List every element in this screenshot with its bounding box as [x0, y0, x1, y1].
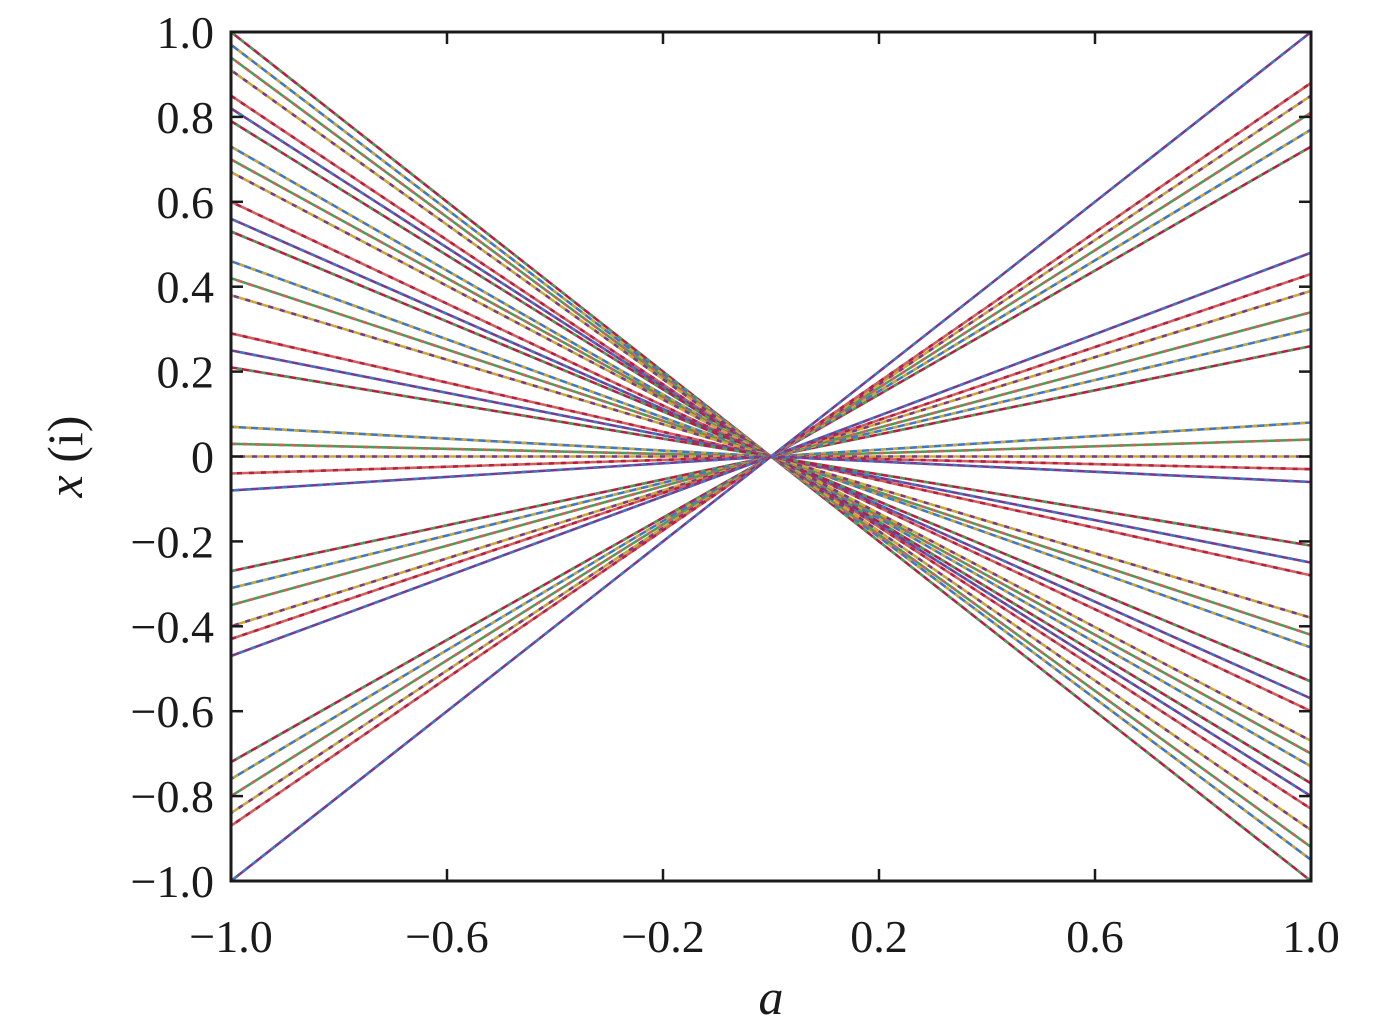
series-line [230, 421, 1312, 458]
y-tick-label: 0.8 [157, 92, 215, 143]
series-line-overlay [230, 145, 1312, 768]
y-tick-label: −0.2 [131, 516, 214, 567]
x-axis-label: a [759, 969, 784, 1025]
series-line-overlay [230, 289, 1312, 628]
y-axis-label-variable: x [37, 475, 93, 498]
series-line-overlay [230, 272, 1312, 641]
x-tick-label: 0.2 [850, 911, 908, 962]
series-line [230, 289, 1312, 628]
x-tick-label: −0.2 [621, 911, 704, 962]
series-line-overlay [230, 43, 1312, 861]
x-tick-label: 0.6 [1066, 911, 1124, 962]
series-line-overlay [230, 30, 1312, 883]
series-line-overlay [230, 56, 1312, 849]
x-tick-label: 1.0 [1282, 911, 1340, 962]
series-line [230, 259, 1312, 649]
y-tick-label: −0.6 [131, 686, 214, 737]
y-tick-label: 0.6 [157, 177, 215, 228]
y-axis-label: x (i) [37, 416, 93, 499]
series-line-overlay [230, 217, 1312, 700]
series-line-overlay [230, 455, 1312, 492]
series-line [230, 438, 1312, 458]
axis-ticks: −1.0 −0.6 −0.2 0.2 0.6 1.0 1.0 0.8 0.6 0.4 0.2 0 −0.… [131, 7, 1340, 962]
x-tick-label: −1.0 [189, 911, 272, 962]
series-line [230, 310, 1312, 607]
series-group [230, 30, 1312, 883]
series-line-overlay [230, 276, 1312, 637]
series-line-overlay [230, 327, 1312, 590]
y-tick-label: 1.0 [157, 7, 215, 58]
series-line-overlay [230, 230, 1312, 683]
y-tick-label: −0.8 [131, 771, 214, 822]
series-line-overlay [230, 455, 1312, 475]
y-tick-label: 0 [191, 432, 214, 483]
series-line-overlay [230, 293, 1312, 620]
series-line-overlay [230, 107, 1312, 798]
series-line [230, 217, 1312, 700]
series-line-overlay [230, 421, 1312, 458]
series-line-overlay [230, 119, 1312, 785]
series-line [230, 251, 1312, 658]
x-tick-label: −0.6 [405, 911, 488, 962]
y-axis-label-suffix: (i) [37, 416, 93, 476]
y-tick-label: −0.4 [131, 601, 214, 652]
y-tick-label: 0.2 [157, 347, 215, 398]
y-tick-label: −1.0 [131, 856, 214, 907]
y-tick-label: 0.4 [157, 262, 215, 313]
